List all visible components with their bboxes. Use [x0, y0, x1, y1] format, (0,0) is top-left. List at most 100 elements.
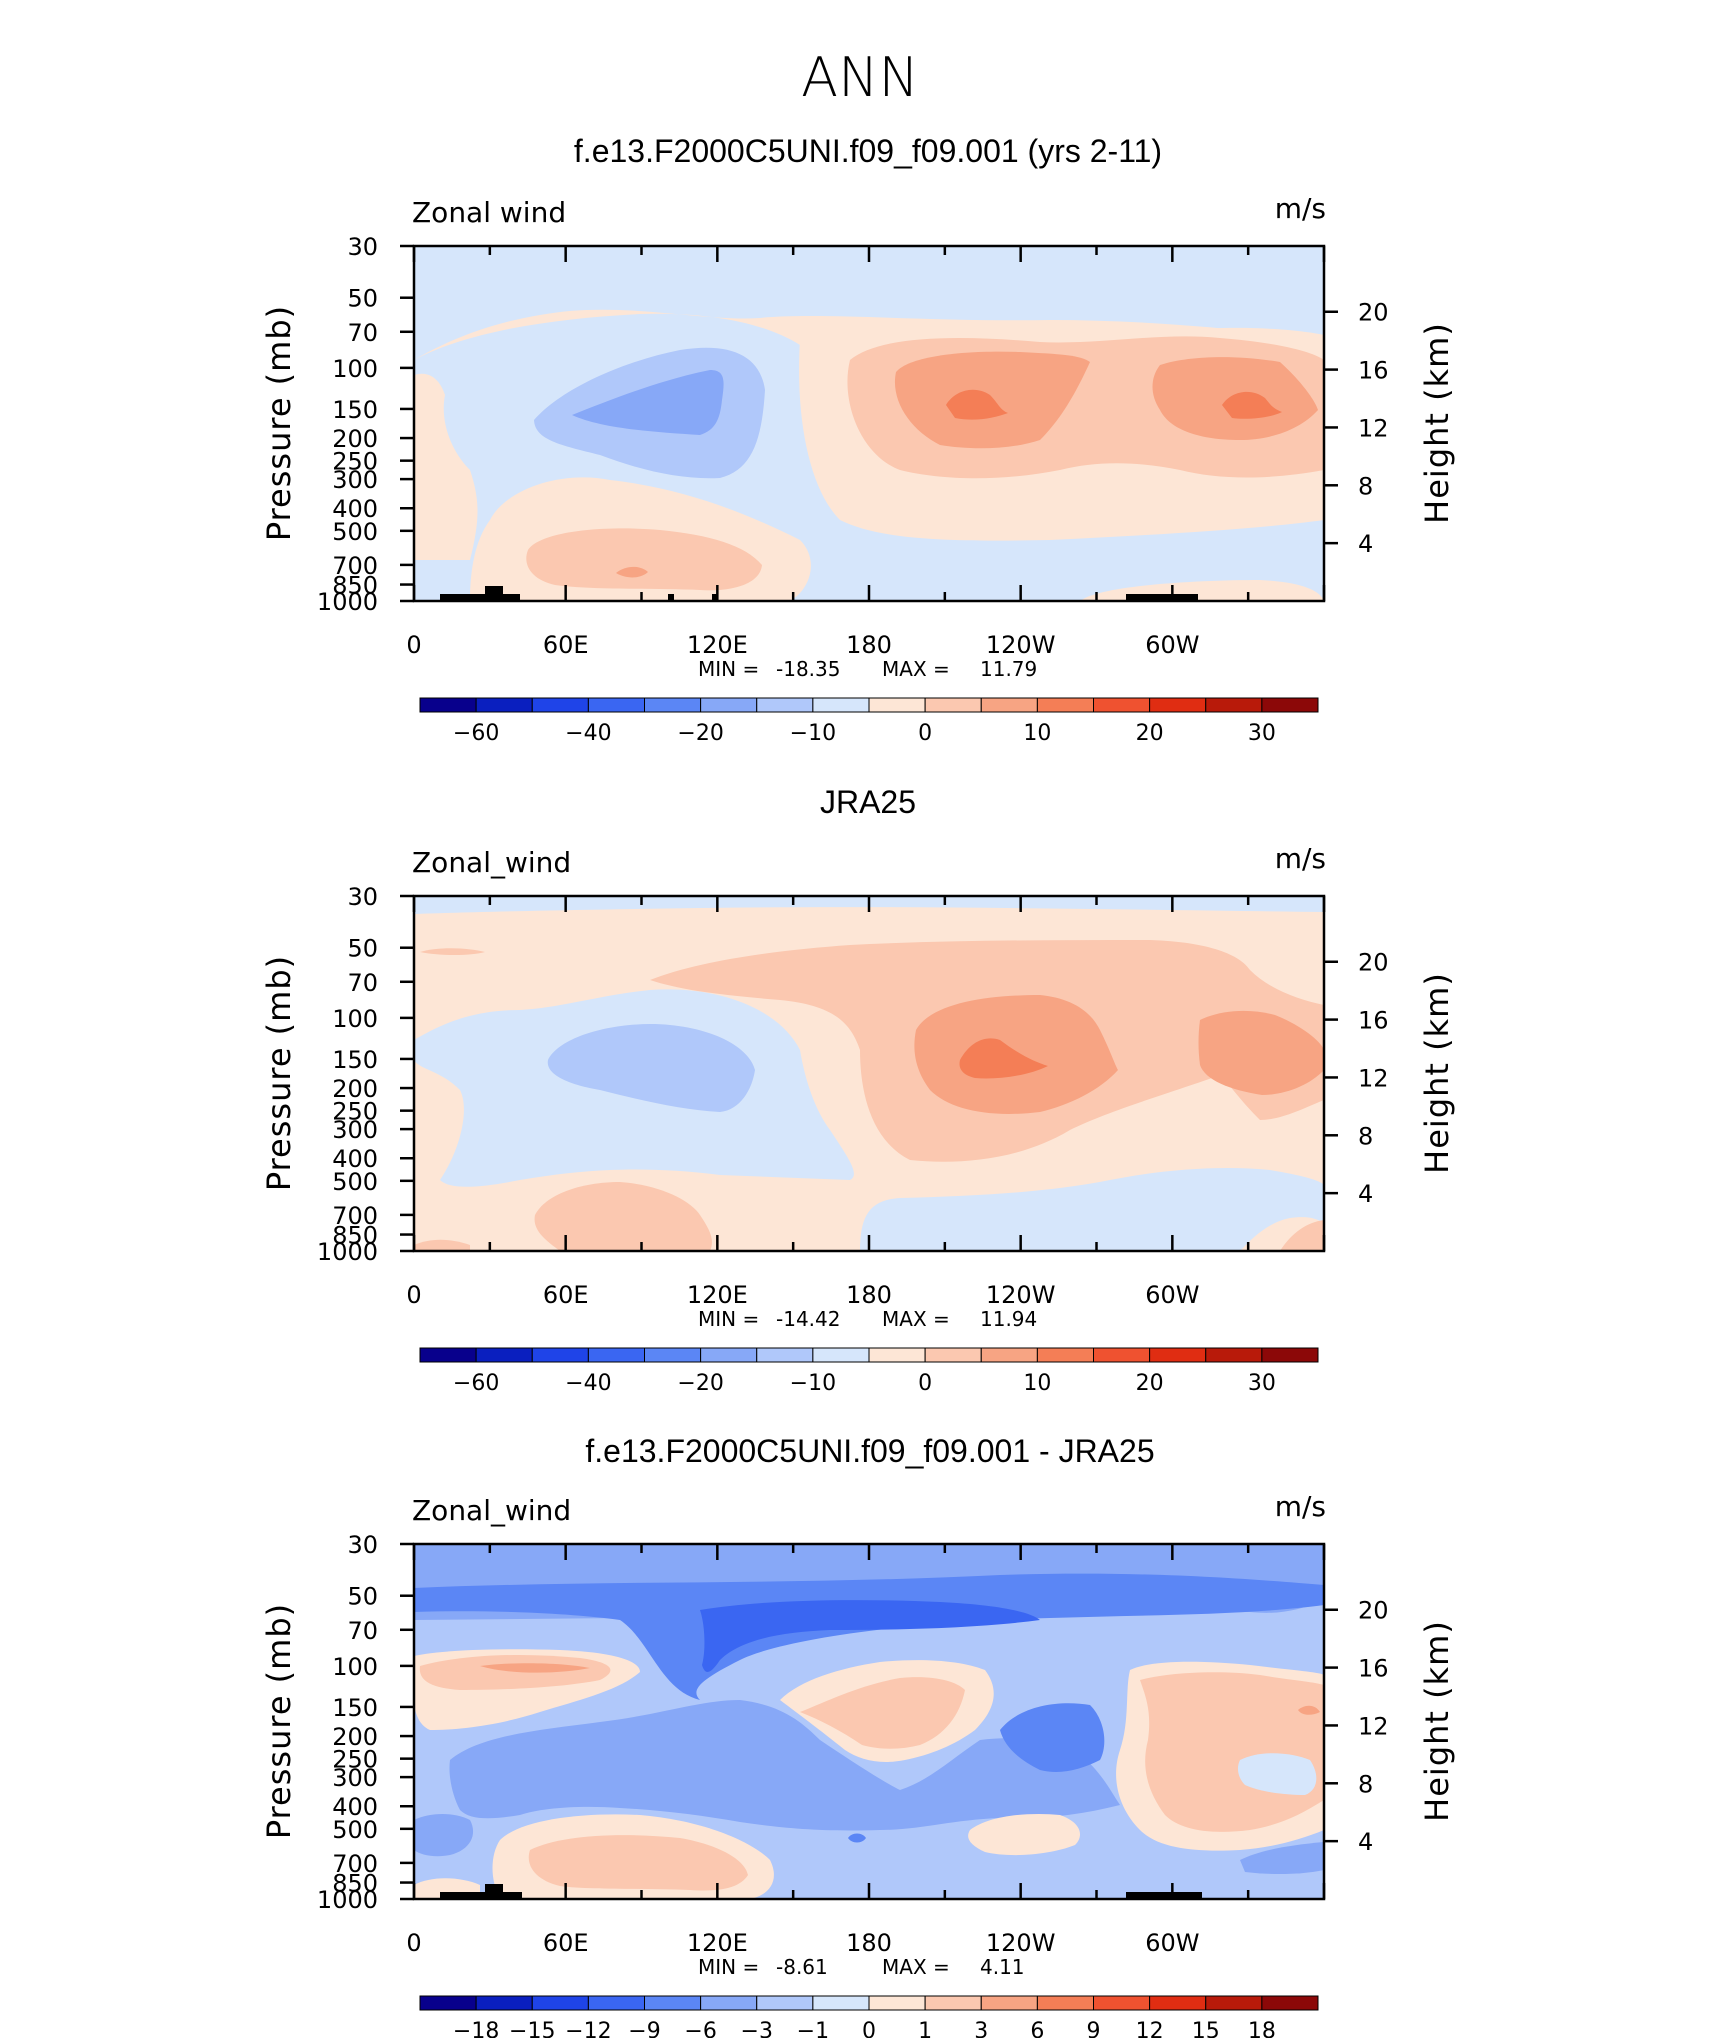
y-tick-label: 500: [332, 1168, 378, 1196]
colorbar-label: −10: [790, 721, 836, 746]
panel-obs: JRA25 Zonal_wind m/s 0 60E 120E 180 120W 60W 3…: [260, 784, 1456, 1396]
contour-center-low-pos: [968, 1813, 1080, 1856]
colorbar-swatch: [700, 1995, 758, 2011]
colorbar-label: −40: [565, 1371, 611, 1396]
y-tick-label: 700: [332, 552, 378, 580]
colorbar-label: 10: [1023, 1371, 1051, 1396]
colorbar-swatch: [980, 1995, 1038, 2011]
colorbar-label: −6: [684, 2019, 716, 2038]
colorbar-label: 0: [918, 721, 932, 746]
contour-jet2-core: [1222, 391, 1282, 419]
y-tick-label: 200: [332, 425, 378, 453]
y-tick-label: 400: [332, 1793, 378, 1821]
colorbar-swatch: [587, 697, 645, 713]
panel-title: f.e13.F2000C5UNI.f09_f09.001 (yrs 2-11): [574, 133, 1162, 169]
contour-lower-positive: [414, 373, 478, 560]
y-tick-label: 100: [332, 355, 378, 383]
colorbar-label: 9: [1087, 2019, 1101, 2038]
y-axis-label: Pressure (mb): [260, 1603, 298, 1839]
colorbar-swatch: [1205, 1347, 1263, 1363]
y-tick-label: 250: [332, 448, 378, 476]
x-tick-label: 0: [406, 1281, 421, 1309]
contour-upper-pos-west-lvl1: [419, 1654, 611, 1690]
units-label: m/s: [1275, 842, 1326, 875]
y2-tick-label: 16: [1358, 1655, 1389, 1683]
panel-diff: f.e13.F2000C5UNI.f09_f09.001 - JRA25 Zon…: [260, 1433, 1456, 2042]
contour-lower-pos-lvl1: [534, 1182, 712, 1251]
y2-tick-label: 8: [1358, 472, 1373, 500]
y-tick-label: 70: [347, 1617, 378, 1645]
y-tick-label: 1000: [317, 1238, 378, 1266]
topography: [440, 1884, 1202, 1900]
contour-sfc-west-pos: [414, 1239, 470, 1251]
max-label: MAX =: [882, 1955, 950, 1979]
contour-sfc-pos-lvl1: [1280, 1220, 1324, 1251]
colorbar-label: 30: [1248, 721, 1276, 746]
y-axis-label: Pressure (mb): [260, 955, 298, 1191]
colorbar-label: 20: [1136, 1371, 1164, 1396]
y-tick-label: 30: [347, 233, 378, 261]
colorbar-swatch: [1261, 1995, 1319, 2011]
colorbar-label: −3: [741, 2019, 773, 2038]
colorbar-swatch: [475, 1347, 533, 1363]
colorbar-label: −12: [565, 2019, 611, 2038]
contour-east-pos-core: [1298, 1705, 1320, 1715]
y-tick-label: 100: [332, 1653, 378, 1681]
y2-tick-label: 4: [1358, 1828, 1373, 1856]
colorbar-label: 20: [1136, 721, 1164, 746]
y-tick-label: 150: [332, 1046, 378, 1074]
colorbar-label: 12: [1136, 2019, 1164, 2038]
panel-title: f.e13.F2000C5UNI.f09_f09.001 - JRA25: [585, 1433, 1154, 1469]
contour-west-low-neg: [414, 1814, 474, 1857]
colorbar-swatch: [924, 1347, 982, 1363]
colorbar-label: 0: [918, 1371, 932, 1396]
x-tick-label: 180: [846, 1281, 892, 1309]
x-tick-label: 180: [846, 631, 892, 659]
units-label: m/s: [1275, 1490, 1326, 1523]
colorbar-swatch: [812, 697, 870, 713]
min-value: -14.42: [776, 1307, 840, 1331]
y-tick-label: 1000: [317, 588, 378, 616]
y-tick-label: 1000: [317, 1886, 378, 1914]
max-value: 11.79: [980, 657, 1037, 681]
y-tick-label: 50: [347, 1583, 378, 1611]
colorbar-swatch: [475, 1995, 533, 2011]
max-value: 4.11: [980, 1955, 1025, 1979]
y2-axis-label: Height (km): [1418, 972, 1456, 1174]
colorbar-swatch: [700, 1347, 758, 1363]
contour-neg-east-low: [860, 1168, 1324, 1251]
colorbar: −60 −40 −20 −10 0 10 20 30: [419, 697, 1319, 746]
panel-model: f.e13.F2000C5UNI.f09_f09.001 (yrs 2-11) …: [260, 133, 1456, 746]
colorbar-swatch: [700, 697, 758, 713]
contour-strat-core: [700, 1600, 1040, 1672]
x-tick-label: 120W: [986, 1929, 1056, 1957]
y-tick-label: 500: [332, 1816, 378, 1844]
colorbar-swatch: [868, 1995, 926, 2011]
min-label: MIN =: [698, 1955, 759, 1979]
y-tick-label: 300: [332, 1116, 378, 1144]
colorbar-label: 30: [1248, 1371, 1276, 1396]
y-tick-label: 500: [332, 518, 378, 546]
y-tick-label: 850: [332, 1222, 378, 1250]
colorbar-label: 10: [1023, 721, 1051, 746]
colorbar-label: 18: [1248, 2019, 1276, 2038]
y-tick-label: 850: [332, 1870, 378, 1898]
variable-label: Zonal wind: [412, 196, 566, 229]
colorbar-swatch: [644, 1995, 702, 2011]
colorbar-label: −20: [677, 721, 723, 746]
y-tick-label: 250: [332, 1746, 378, 1774]
y-tick-label: 200: [332, 1723, 378, 1751]
colorbar-swatch: [587, 1347, 645, 1363]
contour-mid-pos-center-lvl1: [800, 1677, 965, 1749]
y2-tick-label: 8: [1358, 1770, 1373, 1798]
contour-east-neg-pocket: [1237, 1753, 1317, 1795]
y2-tick-label: 4: [1358, 1180, 1373, 1208]
colorbar-label: −10: [790, 1371, 836, 1396]
colorbar-swatch: [644, 697, 702, 713]
y-tick-label: 70: [347, 319, 378, 347]
colorbar-swatch: [1149, 1995, 1207, 2011]
x-tick-label: 120E: [687, 1929, 748, 1957]
colorbar-label: −9: [628, 2019, 660, 2038]
colorbar-swatch: [980, 1347, 1038, 1363]
colorbar-swatch: [1093, 1347, 1151, 1363]
